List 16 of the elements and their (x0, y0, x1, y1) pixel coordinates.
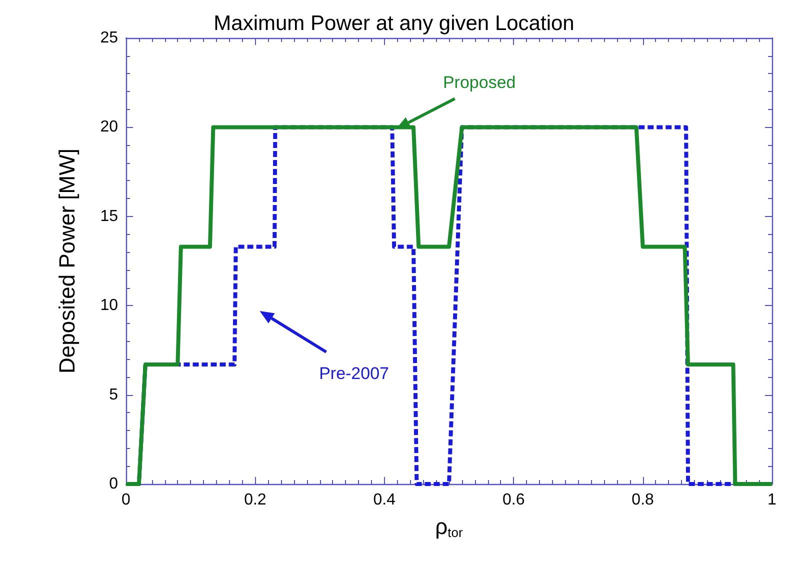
y-tick-label: 5 (109, 386, 118, 404)
series-label: Pre-2007 (319, 364, 390, 383)
x-tick-label: 0 (122, 492, 131, 508)
x-tick-label: 0.8 (632, 492, 654, 508)
y-tick-label: 0 (109, 476, 118, 492)
text: Proposed (442, 73, 516, 92)
y-tick-label: 25 (100, 30, 118, 46)
chart-title: Maximum Power at any given Location (214, 12, 574, 35)
y-tick-label: 10 (100, 297, 118, 314)
y-tick-label: 15 (100, 208, 118, 225)
y-tick-label: 20 (100, 118, 118, 136)
x-tick-label: 0.6 (502, 492, 525, 508)
x-tick-label: 1 (768, 492, 777, 508)
x-tick-label: 0.2 (244, 492, 266, 508)
x-tick-label: 0.4 (373, 492, 396, 508)
y-axis-title: Deposited Power [MW] (54, 148, 80, 374)
